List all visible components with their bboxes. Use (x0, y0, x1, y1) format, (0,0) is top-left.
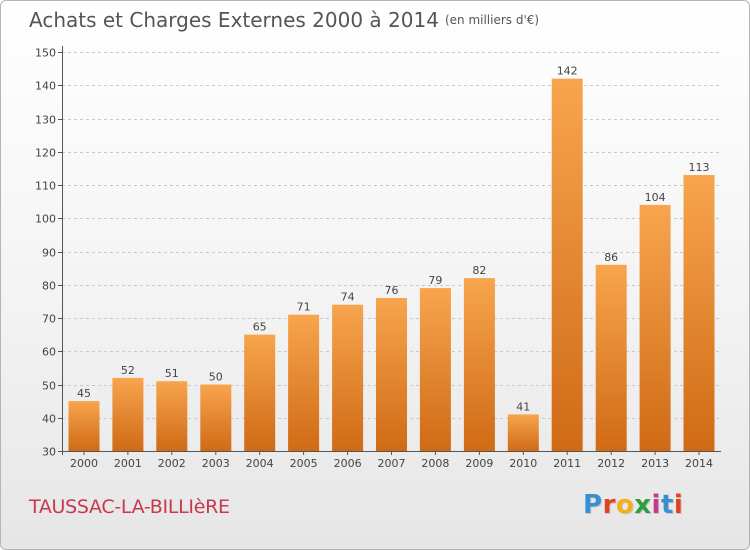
x-tick-label: 2013 (641, 457, 669, 470)
bar (551, 78, 583, 451)
bar (376, 298, 407, 451)
bar (112, 377, 144, 451)
bar-value-label: 142 (557, 65, 578, 78)
bar-value-label: 113 (689, 161, 710, 174)
x-tick-label: 2014 (685, 457, 713, 470)
logo-letter: o (615, 490, 635, 520)
bar (288, 314, 320, 451)
x-tick-label: 2005 (290, 457, 318, 470)
bar-value-label: 74 (341, 291, 355, 304)
y-tick-label: 100 (35, 213, 56, 226)
x-tick-label: 2002 (158, 457, 186, 470)
bar (68, 401, 100, 451)
bar-value-label: 79 (428, 274, 442, 287)
bar (683, 175, 715, 451)
x-tick-label: 2010 (509, 457, 537, 470)
chart-title: Achats et Charges Externes 2000 à 2014 (e… (29, 8, 539, 32)
x-tick-label: 2006 (334, 457, 362, 470)
bar-value-label: 104 (645, 191, 666, 204)
y-tick-label: 60 (42, 346, 56, 359)
proxiti-logo: Proxiti (583, 490, 683, 520)
y-tick-label: 80 (42, 280, 56, 293)
x-tick-label: 2004 (246, 457, 274, 470)
y-tick-label: 50 (42, 380, 56, 393)
bar-value-label: 71 (297, 301, 311, 314)
logo-letter: x (634, 490, 652, 520)
bar-value-label: 82 (472, 264, 486, 277)
logo-letter: P (583, 490, 603, 520)
bar (463, 278, 495, 451)
x-tick-label: 2003 (202, 457, 230, 470)
commune-name: TAUSSAC-LA-BILLIèRE (29, 496, 230, 518)
x-tick-label: 2009 (465, 457, 493, 470)
bar (639, 204, 671, 451)
bar (156, 381, 188, 451)
y-tick-label: 70 (42, 313, 56, 326)
bar (419, 288, 451, 451)
y-tick-label: 110 (35, 180, 56, 193)
logo-letter: i (651, 490, 661, 520)
bar-value-label: 51 (165, 367, 179, 380)
bar-value-label: 52 (121, 364, 135, 377)
logo-letter: i (673, 490, 684, 520)
y-tick-label: 120 (35, 147, 56, 160)
x-tick-label: 2001 (114, 457, 142, 470)
bar-value-label: 86 (604, 251, 618, 264)
labels: 45 2000 52 2001 51 2002 50 2003 65 2004 71 2005 74 20… (70, 65, 713, 470)
x-tick-label: 2012 (597, 457, 625, 470)
y-tick-label: 30 (42, 446, 56, 459)
logo-letter: r (602, 490, 616, 520)
x-tick-label: 2000 (70, 457, 98, 470)
bar (332, 304, 364, 451)
x-tick-label: 2011 (553, 457, 581, 470)
bar-value-label: 76 (385, 284, 399, 297)
y-tick-label: 130 (35, 114, 56, 127)
chart-title-text: Achats et Charges Externes 2000 à 2014 (29, 8, 439, 32)
y-tick-label: 40 (42, 413, 56, 426)
bar-value-label: 41 (516, 400, 530, 413)
bar-value-label: 50 (209, 371, 223, 384)
logo-letter: t (660, 490, 674, 520)
x-tick-label: 2008 (421, 457, 449, 470)
bar-value-label: 45 (77, 387, 91, 400)
chart-unit: (en milliers d'€) (444, 13, 540, 27)
bar-value-label: 65 (253, 321, 267, 334)
axes: 30 40 50 60 70 80 90 100 110 120 130 140 150 (35, 46, 721, 459)
x-tick-label: 2007 (378, 457, 406, 470)
bar (200, 384, 232, 451)
bar (507, 414, 539, 451)
bar (244, 334, 276, 451)
y-tick-label: 150 (35, 47, 56, 60)
bar (595, 264, 627, 451)
y-tick-label: 140 (35, 80, 56, 93)
bars (68, 78, 715, 451)
y-tick-label: 90 (42, 247, 56, 260)
